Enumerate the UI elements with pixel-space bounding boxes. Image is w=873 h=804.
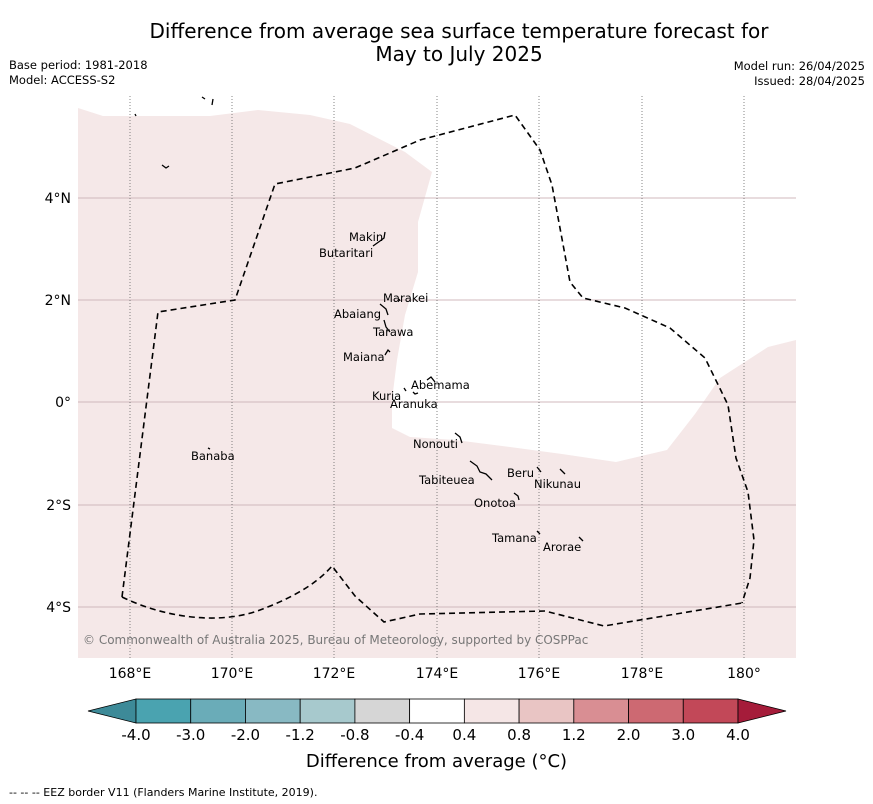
place-banaba: Banaba bbox=[191, 449, 235, 463]
place-aranuka: Aranuka bbox=[390, 397, 438, 411]
title-line-1: Difference from average sea surface temp… bbox=[149, 19, 769, 43]
colorbar-segment bbox=[518, 698, 575, 724]
place-tarawa: Tarawa bbox=[372, 325, 413, 339]
lon-tick-172e: 172°E bbox=[313, 666, 356, 682]
eez-border-note: -- -- -- EEZ border V11 (Flanders Marine… bbox=[9, 786, 318, 799]
lon-tick-180: 180° bbox=[727, 666, 761, 682]
place-nikunau: Nikunau bbox=[534, 477, 581, 491]
colorbar-tick-label: -0.4 bbox=[395, 726, 424, 744]
place-abaiang: Abaiang bbox=[334, 307, 381, 321]
colorbar-tick-label: 4.0 bbox=[726, 726, 750, 744]
colorbar-extend-low bbox=[87, 698, 137, 724]
colorbar-tick-label: 3.0 bbox=[671, 726, 695, 744]
place-arorae: Arorae bbox=[543, 540, 581, 554]
place-makin: Makin bbox=[349, 230, 383, 244]
place-butaritari: Butaritari bbox=[319, 246, 373, 260]
lat-tick-4n: 4°N bbox=[45, 191, 71, 207]
colorbar-segment bbox=[573, 698, 629, 724]
map-title: Difference from average sea surface temp… bbox=[0, 20, 873, 66]
model-run: Model run: 26/04/2025 bbox=[733, 59, 865, 73]
place-nonouti: Nonouti bbox=[413, 437, 458, 451]
islands bbox=[134, 96, 584, 542]
place-tabiteuea: Tabiteuea bbox=[418, 473, 475, 487]
lon-tick-174e: 174°E bbox=[416, 666, 459, 682]
colorbar-segment bbox=[628, 698, 684, 724]
colorbar: -4.0 -3.0 -2.0 -1.2 -0.8 -0.4 0.4 0.8 1.2 2.0 3.0 4… bbox=[87, 698, 787, 744]
base-period: Base period: 1981-2018 bbox=[9, 58, 148, 72]
place-tamana: Tamana bbox=[491, 531, 537, 545]
copyright-note: © Commonwealth of Australia 2025, Bureau… bbox=[83, 633, 588, 647]
issued-date: Issued: 28/04/2025 bbox=[754, 74, 865, 88]
colorbar-segment bbox=[190, 698, 246, 724]
lat-tick-2s: 2°S bbox=[46, 498, 71, 514]
place-abemama: Abemama bbox=[411, 378, 470, 392]
colorbar-segment bbox=[135, 698, 192, 724]
place-onotoa: Onotoa bbox=[474, 496, 516, 510]
lon-tick-170e: 170°E bbox=[211, 666, 254, 682]
colorbar-tick-label: 0.4 bbox=[452, 726, 476, 744]
colorbar-segment bbox=[463, 698, 520, 724]
lat-tick-0: 0° bbox=[55, 395, 71, 411]
colorbar-segment bbox=[409, 698, 465, 724]
colorbar-tick-label: 0.8 bbox=[507, 726, 531, 744]
colorbar-segment bbox=[299, 698, 356, 724]
colorbar-extend-high bbox=[737, 698, 787, 724]
place-maiana: Maiana bbox=[343, 350, 385, 364]
colorbar-tick-label: -4.0 bbox=[121, 726, 150, 744]
place-beru: Beru bbox=[507, 466, 534, 480]
colorbar-tick-label: 2.0 bbox=[617, 726, 641, 744]
lon-tick-178e: 178°E bbox=[621, 666, 664, 682]
meta-right: Model run: 26/04/2025 Issued: 28/04/2025 bbox=[734, 59, 865, 89]
colorbar-tick-label: 1.2 bbox=[562, 726, 586, 744]
lon-tick-176e: 176°E bbox=[518, 666, 561, 682]
colorbar-tick-label: -2.0 bbox=[231, 726, 260, 744]
lat-tick-4s: 4°S bbox=[46, 600, 71, 616]
anomaly-region-warm bbox=[78, 108, 796, 658]
eez-border bbox=[121, 114, 755, 627]
colorbar-tick-label: -0.8 bbox=[340, 726, 369, 744]
colorbar-segment bbox=[245, 698, 301, 724]
place-marakei: Marakei bbox=[383, 291, 428, 305]
lon-gridlines bbox=[129, 96, 745, 658]
meta-left: Base period: 1981-2018 Model: ACCESS-S2 bbox=[9, 58, 148, 88]
colorbar-segment bbox=[682, 698, 739, 724]
lon-tick-168e: 168°E bbox=[109, 666, 152, 682]
lat-tick-2n: 2°N bbox=[45, 293, 71, 309]
colorbar-segment bbox=[354, 698, 411, 724]
place-kuria: Kuria bbox=[372, 389, 401, 403]
colorbar-tick-label: -1.2 bbox=[286, 726, 315, 744]
colorbar-tick-label: -3.0 bbox=[176, 726, 205, 744]
title-line-2: May to July 2025 bbox=[375, 42, 543, 66]
colorbar-label: Difference from average (°C) bbox=[305, 751, 568, 772]
model-name: Model: ACCESS-S2 bbox=[9, 73, 116, 87]
